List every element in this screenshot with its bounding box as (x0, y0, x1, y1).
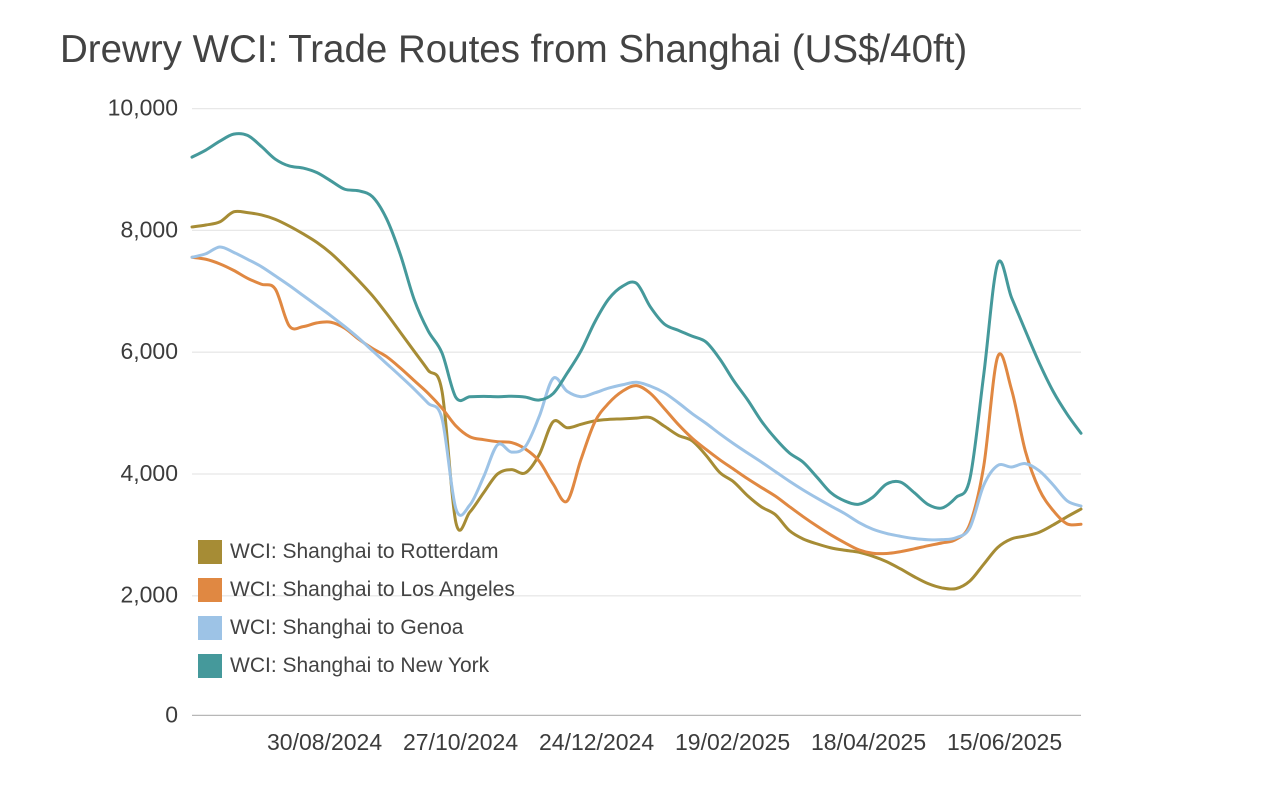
svg-text:27/10/2024: 27/10/2024 (403, 729, 518, 755)
svg-text:18/04/2025: 18/04/2025 (811, 729, 926, 755)
svg-text:WCI: Shanghai to Rotterdam: WCI: Shanghai to Rotterdam (230, 540, 498, 563)
svg-text:15/06/2025: 15/06/2025 (947, 729, 1062, 755)
svg-text:WCI: Shanghai to Los Angeles: WCI: Shanghai to Los Angeles (230, 578, 515, 601)
svg-text:WCI: Shanghai to Genoa: WCI: Shanghai to Genoa (230, 616, 464, 639)
svg-text:2,000: 2,000 (120, 582, 178, 608)
svg-text:10,000: 10,000 (108, 95, 178, 121)
svg-text:24/12/2024: 24/12/2024 (539, 729, 654, 755)
svg-text:4,000: 4,000 (120, 460, 178, 486)
svg-text:30/08/2024: 30/08/2024 (267, 729, 382, 755)
svg-text:WCI: Shanghai to New York: WCI: Shanghai to New York (230, 654, 490, 677)
svg-text:19/02/2025: 19/02/2025 (675, 729, 790, 755)
svg-text:6,000: 6,000 (120, 338, 178, 364)
svg-text:8,000: 8,000 (120, 216, 178, 242)
svg-text:0: 0 (165, 701, 178, 727)
